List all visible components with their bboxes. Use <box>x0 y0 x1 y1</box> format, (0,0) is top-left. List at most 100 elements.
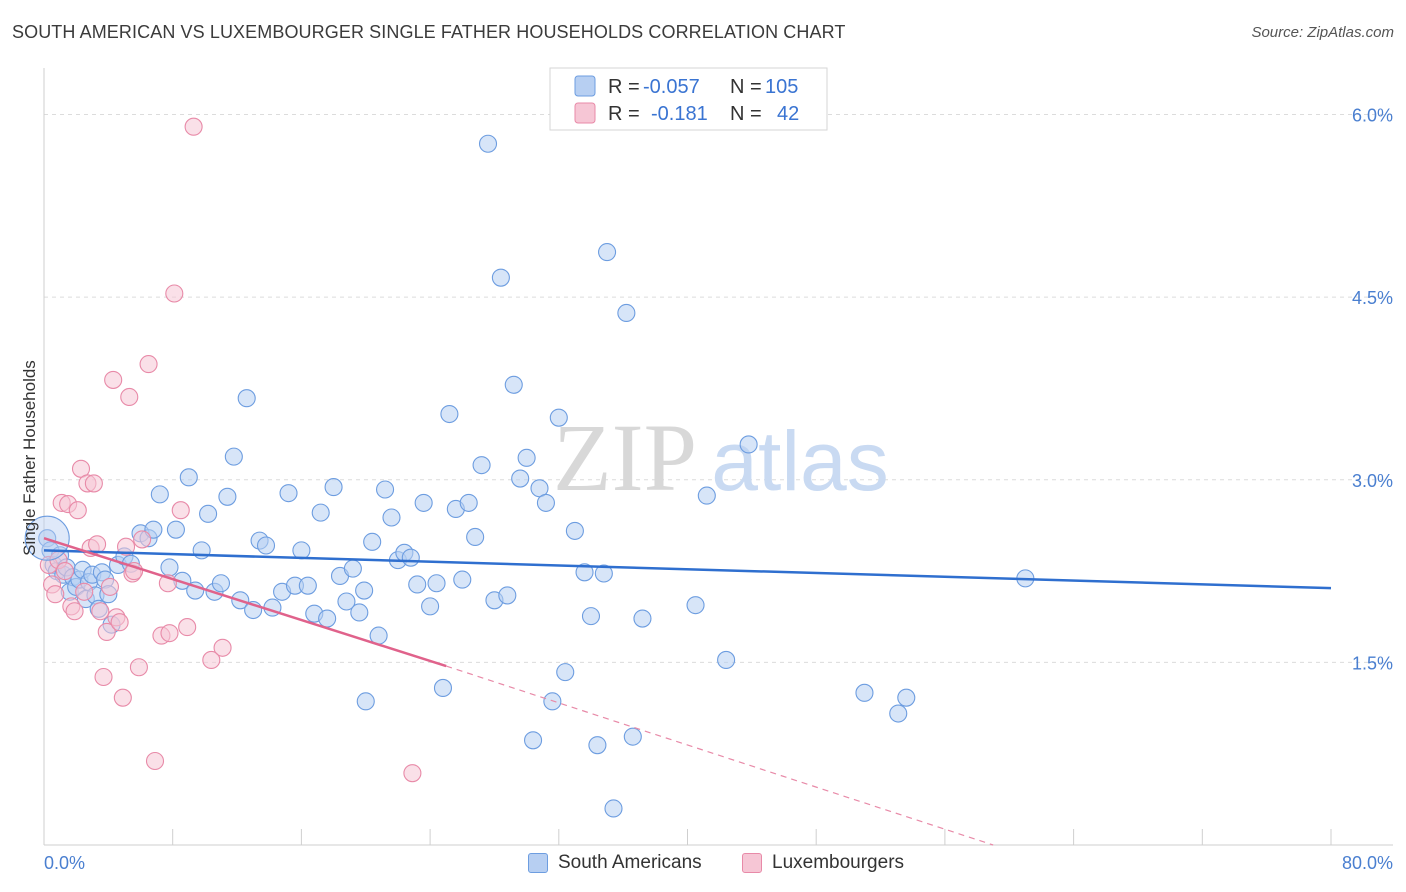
legend-swatch-blue <box>528 853 548 873</box>
south-americans-point-56 <box>343 559 362 578</box>
luxembourgers-point-40 <box>160 624 179 643</box>
south-americans-point-43 <box>256 536 276 555</box>
south-americans-point-93 <box>588 736 607 755</box>
legend-item-south-americans: South Americans <box>528 852 702 874</box>
legend-n-value-1: 42 <box>777 103 799 125</box>
south-americans-point-106 <box>717 650 736 669</box>
trend-lines <box>43 537 1332 846</box>
south-americans-point-38 <box>224 447 243 466</box>
south-americans-point-49 <box>298 576 317 595</box>
south-americans-point-92 <box>581 607 601 626</box>
luxembourgers-point-29 <box>139 355 158 374</box>
luxembourgers-point-16 <box>91 602 110 621</box>
luxembourgers-point-18 <box>97 622 116 641</box>
y-tick-label-3: 6.0% <box>1352 106 1393 126</box>
south-americans-point-77 <box>478 134 498 153</box>
luxembourgers-point-28 <box>133 530 152 549</box>
y-tick-label-0: 1.5% <box>1352 653 1393 673</box>
luxembourgers-point-25 <box>120 387 139 407</box>
watermark-atlas: atlas <box>711 414 888 508</box>
south-americans-point-57 <box>350 603 369 622</box>
south-americans-point-53 <box>324 478 343 497</box>
luxembourgers-point-38 <box>213 638 232 657</box>
south-americans-point-83 <box>517 448 536 467</box>
south-americans-trend-line <box>43 549 1332 590</box>
x-tick-max: 80.0% <box>1342 853 1393 873</box>
south-americans-point-80 <box>498 586 517 605</box>
south-americans-point-48 <box>292 541 311 560</box>
south-americans-point-98 <box>633 609 652 628</box>
south-americans-point-74 <box>459 493 478 512</box>
axes <box>43 68 1393 846</box>
legend-frame <box>549 67 828 131</box>
south-americans-point-101 <box>739 435 758 454</box>
south-americans-point-97 <box>623 727 642 746</box>
y-tick-label-2: 4.5% <box>1352 288 1393 308</box>
south-americans-point-69 <box>427 574 446 593</box>
luxembourgers-point-5 <box>55 562 74 581</box>
legend-swatch-pink <box>742 853 762 873</box>
south-americans-point-36 <box>211 574 231 593</box>
luxembourgers-point-34 <box>171 501 190 520</box>
stats-legend: R = -0.057 N = 105 R = -0.181 N = 42 <box>549 67 828 131</box>
south-americans-point-104 <box>897 688 916 707</box>
y-axis-title: Single Father Households <box>20 360 39 556</box>
luxembourgers-point-19 <box>100 577 120 596</box>
legend-r-value-0: -0.057 <box>643 76 700 98</box>
south-americans-point-31 <box>179 468 198 487</box>
south-americans-point-73 <box>453 570 472 589</box>
luxembourgers-point-24 <box>116 537 136 556</box>
grid-lines <box>44 114 1393 663</box>
south-americans-point-65 <box>401 548 420 567</box>
watermark: ZIP atlas <box>553 404 889 511</box>
y-tick-labels: 1.5% 3.0% 4.5% 6.0% <box>1352 106 1393 674</box>
luxembourgers-point-23 <box>113 688 132 707</box>
x-tick-min: 0.0% <box>44 853 85 873</box>
legend-r-value-1: -0.181 <box>651 103 708 125</box>
legend-label-south-americans: South Americans <box>558 852 702 873</box>
legend-n-label-1: N = <box>730 103 762 125</box>
south-americans-point-79 <box>491 268 510 287</box>
south-americans-point-37 <box>218 487 237 506</box>
legend-swatch-luxembourgers <box>574 102 596 124</box>
luxembourgers-point-11 <box>75 582 94 601</box>
luxembourgers-point-27 <box>129 658 148 677</box>
south-americans-point-86 <box>536 493 555 512</box>
luxembourgers-point-37 <box>202 650 221 669</box>
south-americans-point-55 <box>337 592 356 611</box>
luxembourgers-point-22 <box>110 613 129 632</box>
luxembourgers-point-39 <box>403 764 422 783</box>
luxembourgers-point-8 <box>65 602 84 621</box>
south-americans-point-61 <box>376 480 395 499</box>
watermark-zip: ZIP <box>553 404 697 511</box>
south-americans-point-58 <box>356 692 375 711</box>
luxembourgers-point-2 <box>46 585 65 604</box>
legend-label-luxembourgers: Luxembourgers <box>772 852 905 873</box>
south-americans-point-91 <box>575 563 594 582</box>
y-tick-label-1: 3.0% <box>1352 471 1393 491</box>
luxembourgers-trend-extension <box>446 665 994 846</box>
luxembourgers-point-35 <box>178 618 197 637</box>
south-americans-point-96 <box>617 303 636 323</box>
legend-swatch-south-americans <box>574 75 596 97</box>
south-americans-point-46 <box>279 484 298 503</box>
south-americans-point-32 <box>186 581 205 600</box>
legend-r-label-0: R = <box>608 76 640 98</box>
luxembourgers-trend-line <box>43 537 447 668</box>
south-americans-point-40 <box>237 389 256 408</box>
luxembourgers-point-9 <box>68 501 87 520</box>
south-americans-point-84 <box>524 731 543 750</box>
south-americans-point-107 <box>355 581 374 600</box>
south-americans-point-27 <box>150 485 169 504</box>
south-americans-point-100 <box>697 486 716 505</box>
south-americans-point-103 <box>889 704 908 723</box>
luxembourgers-point-17 <box>94 667 113 687</box>
south-americans-point-88 <box>549 408 568 427</box>
luxembourgers-point-36 <box>184 117 203 136</box>
south-americans-point-95 <box>604 799 623 818</box>
south-americans-point-108 <box>594 564 613 583</box>
south-americans-point-89 <box>556 663 575 682</box>
south-americans-point-71 <box>440 404 459 424</box>
luxembourgers-point-41 <box>125 562 144 581</box>
